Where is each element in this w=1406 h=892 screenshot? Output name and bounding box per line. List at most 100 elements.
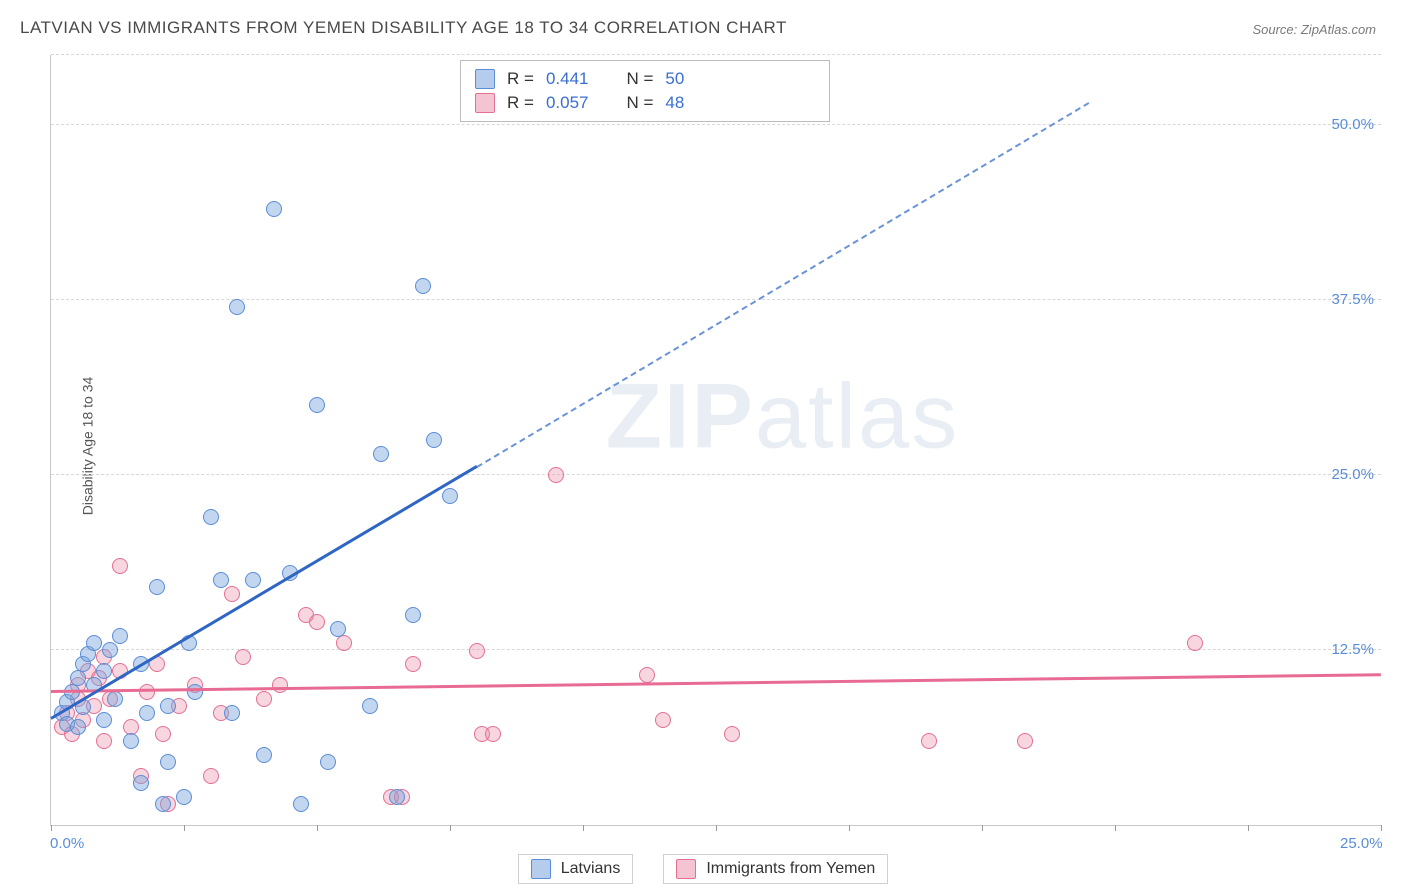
scatter-point-pink <box>921 733 937 749</box>
gridline-horizontal <box>51 649 1381 650</box>
x-tick-label: 25.0% <box>1340 835 1383 852</box>
gridline-horizontal <box>51 124 1381 125</box>
scatter-point-blue <box>86 635 102 651</box>
scatter-point-blue <box>245 572 261 588</box>
scatter-point-pink <box>724 726 740 742</box>
scatter-point-blue <box>256 747 272 763</box>
scatter-point-blue <box>139 705 155 721</box>
scatter-point-pink <box>548 467 564 483</box>
legend-r-label: R = <box>507 93 534 113</box>
scatter-point-blue <box>155 796 171 812</box>
scatter-point-blue <box>102 642 118 658</box>
scatter-point-blue <box>70 670 86 686</box>
scatter-point-blue <box>229 299 245 315</box>
series-legend: Latvians Immigrants from Yemen <box>0 854 1406 884</box>
scatter-point-pink <box>655 712 671 728</box>
scatter-point-blue <box>160 698 176 714</box>
x-tick <box>51 825 52 831</box>
scatter-point-pink <box>485 726 501 742</box>
x-tick-label: 0.0% <box>50 835 84 852</box>
scatter-point-blue <box>213 572 229 588</box>
series-legend-item: Latvians <box>518 854 634 884</box>
legend-n-label: N = <box>626 69 653 89</box>
scatter-point-pink <box>155 726 171 742</box>
legend-swatch-blue <box>531 859 551 879</box>
correlation-legend: R = 0.441 N = 50 R = 0.057 N = 48 <box>460 60 830 122</box>
scatter-point-blue <box>309 397 325 413</box>
legend-n-value: 50 <box>665 69 684 89</box>
scatter-point-blue <box>107 691 123 707</box>
scatter-point-pink <box>1187 635 1203 651</box>
series-label: Immigrants from Yemen <box>706 860 875 878</box>
scatter-point-blue <box>203 509 219 525</box>
scatter-point-blue <box>176 789 192 805</box>
scatter-point-blue <box>160 754 176 770</box>
gridline-horizontal <box>51 54 1381 55</box>
trendline-blue-dashed <box>476 102 1089 468</box>
scatter-point-pink <box>224 586 240 602</box>
scatter-point-blue <box>149 579 165 595</box>
trendline-blue-solid <box>50 465 477 720</box>
scatter-point-blue <box>70 719 86 735</box>
y-tick-label: 25.0% <box>1331 466 1374 483</box>
gridline-horizontal <box>51 299 1381 300</box>
x-tick <box>982 825 983 831</box>
scatter-point-blue <box>133 775 149 791</box>
gridline-horizontal <box>51 474 1381 475</box>
x-tick <box>849 825 850 831</box>
plot-area: ZIPatlas <box>50 55 1381 826</box>
legend-r-label: R = <box>507 69 534 89</box>
scatter-point-blue <box>415 278 431 294</box>
scatter-point-pink <box>272 677 288 693</box>
legend-n-label: N = <box>626 93 653 113</box>
legend-n-value: 48 <box>665 93 684 113</box>
scatter-point-pink <box>96 733 112 749</box>
y-tick-label: 12.5% <box>1331 641 1374 658</box>
series-label: Latvians <box>561 860 621 878</box>
scatter-point-pink <box>405 656 421 672</box>
scatter-point-blue <box>330 621 346 637</box>
scatter-point-pink <box>309 614 325 630</box>
watermark: ZIPatlas <box>606 364 959 469</box>
watermark-light: atlas <box>755 365 959 467</box>
scatter-point-blue <box>187 684 203 700</box>
x-tick <box>317 825 318 831</box>
scatter-point-blue <box>123 733 139 749</box>
scatter-point-pink <box>203 768 219 784</box>
scatter-point-blue <box>112 628 128 644</box>
legend-r-value: 0.057 <box>546 93 589 113</box>
scatter-point-pink <box>336 635 352 651</box>
x-tick <box>583 825 584 831</box>
legend-row: R = 0.441 N = 50 <box>475 67 815 91</box>
scatter-point-pink <box>469 643 485 659</box>
scatter-point-pink <box>112 558 128 574</box>
scatter-point-blue <box>320 754 336 770</box>
scatter-point-blue <box>96 712 112 728</box>
series-legend-item: Immigrants from Yemen <box>663 854 888 884</box>
y-tick-label: 37.5% <box>1331 291 1374 308</box>
x-tick <box>716 825 717 831</box>
y-tick-label: 50.0% <box>1331 116 1374 133</box>
legend-r-value: 0.441 <box>546 69 589 89</box>
scatter-point-blue <box>266 201 282 217</box>
x-tick <box>184 825 185 831</box>
scatter-point-blue <box>373 446 389 462</box>
scatter-point-blue <box>293 796 309 812</box>
source-credit: Source: ZipAtlas.com <box>1252 22 1376 37</box>
legend-swatch-blue <box>475 69 495 89</box>
legend-swatch-pink <box>475 93 495 113</box>
chart-title: LATVIAN VS IMMIGRANTS FROM YEMEN DISABIL… <box>20 18 787 38</box>
scatter-point-pink <box>256 691 272 707</box>
x-tick <box>450 825 451 831</box>
scatter-point-blue <box>362 698 378 714</box>
scatter-point-blue <box>442 488 458 504</box>
scatter-point-pink <box>639 667 655 683</box>
x-tick <box>1115 825 1116 831</box>
legend-swatch-pink <box>676 859 696 879</box>
scatter-point-blue <box>389 789 405 805</box>
scatter-point-blue <box>426 432 442 448</box>
scatter-point-blue <box>224 705 240 721</box>
scatter-point-pink <box>235 649 251 665</box>
watermark-bold: ZIP <box>606 365 755 467</box>
scatter-point-blue <box>96 663 112 679</box>
